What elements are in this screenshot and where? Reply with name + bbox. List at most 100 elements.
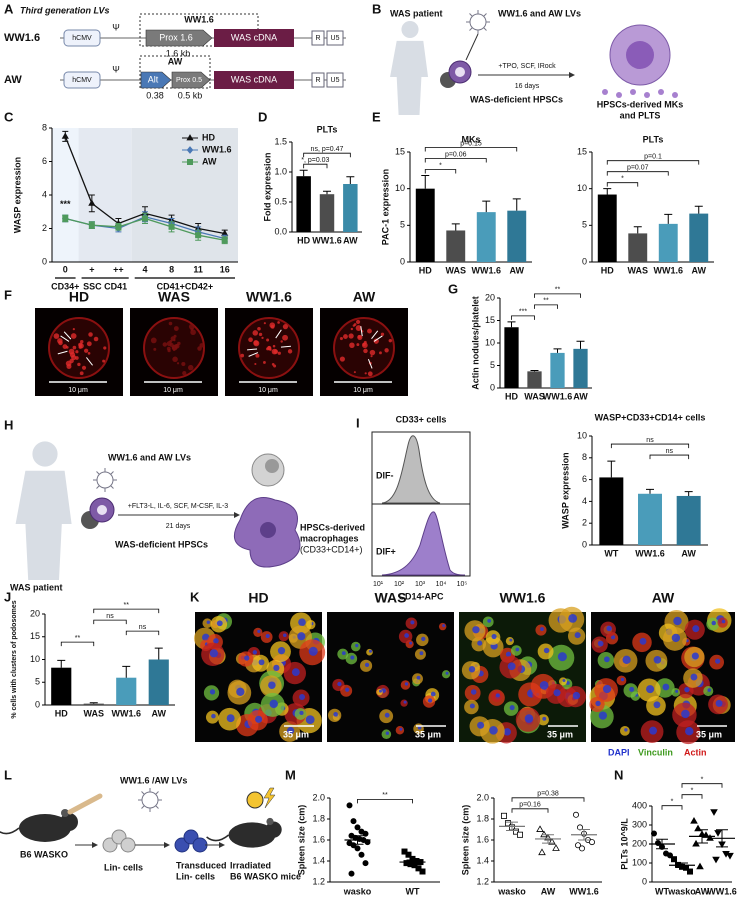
bar bbox=[638, 493, 662, 545]
annotation: p=0.07 bbox=[627, 165, 649, 172]
point bbox=[168, 223, 175, 230]
virus-icon bbox=[469, 13, 487, 31]
actin-signal bbox=[258, 332, 263, 337]
significance-bracket bbox=[649, 454, 690, 460]
nucleus-signal bbox=[692, 625, 700, 633]
y-tick-label: 300 bbox=[632, 819, 647, 829]
chart-title: PLTs bbox=[317, 124, 338, 134]
x-tick-label: wasko bbox=[343, 886, 372, 896]
mouse-icon bbox=[19, 814, 71, 842]
point bbox=[419, 868, 426, 875]
scale-label: 10 μm bbox=[68, 387, 88, 394]
actin-signal bbox=[369, 349, 376, 356]
actin-signal bbox=[287, 349, 293, 354]
nucleus-signal bbox=[350, 655, 355, 660]
actin-signal bbox=[373, 338, 379, 344]
error-bar bbox=[346, 176, 355, 184]
x-tick-label: ++ bbox=[113, 264, 124, 274]
cell bbox=[455, 67, 465, 77]
nucleus-signal bbox=[236, 687, 245, 696]
mouse-icon bbox=[60, 813, 78, 831]
significance-bracket bbox=[606, 171, 669, 176]
actin-signal bbox=[253, 340, 260, 347]
nucleus-signal bbox=[337, 681, 342, 687]
nucleus-signal bbox=[255, 715, 263, 723]
nucleus-signal bbox=[691, 652, 699, 660]
histogram-dif-pos bbox=[381, 511, 466, 576]
label: WAS patient bbox=[390, 8, 443, 18]
significance-bracket bbox=[424, 158, 487, 163]
point bbox=[354, 845, 361, 852]
platelet bbox=[672, 92, 678, 98]
actin-signal bbox=[355, 319, 361, 325]
significance-bracket bbox=[511, 808, 549, 813]
point bbox=[348, 870, 355, 877]
point bbox=[62, 215, 69, 222]
annotation: ns bbox=[666, 448, 674, 455]
actin-signal bbox=[77, 362, 81, 367]
panel-letter: D bbox=[258, 109, 267, 124]
error-bar bbox=[530, 369, 539, 372]
actin-signal bbox=[367, 371, 373, 377]
promoter-arrow bbox=[145, 29, 213, 47]
error-bar bbox=[506, 821, 518, 832]
nucleus-signal bbox=[291, 668, 300, 677]
actin-signal bbox=[84, 348, 89, 353]
y-tick-label: 1.8 bbox=[312, 813, 325, 823]
lightning-icon bbox=[263, 787, 276, 809]
label: macrophages bbox=[300, 533, 359, 543]
nucleus-signal bbox=[629, 686, 635, 692]
nucleus-signal bbox=[299, 694, 306, 700]
nucleus-signal bbox=[308, 646, 318, 656]
annotation: ns bbox=[106, 613, 114, 620]
legend-label: Vinculin bbox=[638, 747, 673, 757]
error-bar bbox=[421, 174, 430, 189]
y-tick-label: 2.0 bbox=[312, 792, 325, 802]
x-tick-label: 10¹ bbox=[373, 581, 384, 588]
bar bbox=[51, 667, 72, 705]
nucleus-signal bbox=[286, 726, 295, 735]
nucleus-signal bbox=[503, 728, 511, 736]
element-label: 0.5 kb bbox=[178, 90, 203, 100]
actin-signal bbox=[71, 355, 77, 361]
bar bbox=[83, 703, 104, 705]
nucleus-signal bbox=[470, 689, 477, 695]
legend-marker bbox=[186, 146, 194, 154]
radiation-icon bbox=[246, 791, 264, 809]
significance-bracket bbox=[93, 608, 160, 614]
nucleus-signal bbox=[399, 727, 403, 731]
mouse-tail bbox=[0, 827, 20, 835]
point bbox=[687, 868, 694, 875]
scale-label: 35 μm bbox=[283, 729, 309, 739]
actin-signal bbox=[78, 343, 84, 349]
nucleus-signal bbox=[333, 712, 338, 717]
nucleus-signal bbox=[211, 713, 216, 719]
annotation: ** bbox=[543, 298, 549, 305]
group-shading bbox=[78, 128, 132, 262]
point bbox=[358, 851, 365, 858]
y-tick-label: 15 bbox=[30, 631, 40, 641]
error-bar bbox=[482, 200, 491, 213]
arrow-marker bbox=[371, 330, 379, 339]
label: HPSCs-derived MKs bbox=[597, 99, 684, 109]
actin-signal bbox=[349, 342, 355, 348]
micrograph bbox=[327, 612, 454, 742]
nucleus-signal bbox=[606, 625, 612, 632]
label: Transduced bbox=[176, 860, 227, 870]
actin-signal bbox=[153, 347, 157, 351]
nucleus-signal bbox=[542, 716, 547, 721]
y-tick-label: 200 bbox=[632, 838, 647, 848]
x-tick-label: AW bbox=[541, 886, 556, 896]
actin-signal bbox=[81, 365, 87, 370]
y-axis-label: WASP expression bbox=[12, 157, 22, 233]
actin-signal bbox=[190, 328, 194, 331]
bar bbox=[573, 348, 588, 388]
nucleus-signal bbox=[445, 671, 449, 675]
actin-signal bbox=[343, 334, 348, 339]
point bbox=[354, 824, 361, 831]
element-label: 1.6 kb bbox=[166, 48, 191, 58]
x-tick-label: WT bbox=[406, 886, 420, 896]
nucleus-signal bbox=[409, 641, 413, 645]
significance-bracket bbox=[661, 805, 683, 810]
platelet bbox=[630, 89, 636, 95]
